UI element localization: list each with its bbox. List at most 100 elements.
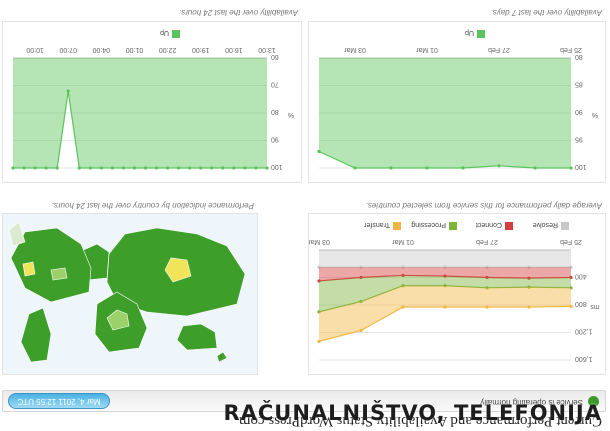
x-tick-label: 04:00 xyxy=(92,46,110,53)
map-panel xyxy=(2,213,258,375)
x-tick-label: 13:00 xyxy=(258,46,276,53)
series-line-up xyxy=(13,90,267,169)
y-tick-label: 80 xyxy=(271,108,279,115)
data-point xyxy=(88,166,92,170)
y-axis-label: % xyxy=(288,111,294,118)
data-point xyxy=(389,166,393,170)
x-tick-label: 19:00 xyxy=(192,46,210,53)
data-point xyxy=(527,276,531,280)
data-point xyxy=(527,305,531,309)
data-point xyxy=(353,166,357,170)
data-point xyxy=(199,166,203,170)
data-point xyxy=(11,166,15,170)
data-point xyxy=(66,89,70,93)
data-point xyxy=(77,166,81,170)
data-point xyxy=(177,166,181,170)
availability-7d-caption: Availability over the last 7 days. xyxy=(490,8,602,17)
availability-24h-panel: 60 70 80 90 100% 13:00 16:00 19:00 22:00 01:00 04:… xyxy=(2,21,302,183)
data-point xyxy=(154,166,159,170)
data-point xyxy=(210,166,214,170)
watermark: RAČUNALNIŠTVO, TELEFONIJA xyxy=(223,401,602,425)
legend-swatch xyxy=(172,30,180,38)
data-point xyxy=(497,164,501,168)
legend-label: Transfer xyxy=(364,221,390,228)
legend-item: Transfer xyxy=(364,221,401,230)
legend-item: Processing xyxy=(411,221,457,230)
series-area-processing xyxy=(319,275,571,312)
legend-label: Up xyxy=(160,29,169,36)
data-point xyxy=(188,166,192,170)
data-point xyxy=(110,166,114,170)
y-tick-label: 1,200 xyxy=(575,328,593,335)
data-point xyxy=(33,166,37,170)
legend-swatch xyxy=(561,222,569,230)
data-point xyxy=(461,166,465,170)
x-tick-label: 07:00 xyxy=(59,46,77,53)
legend-label: Up xyxy=(465,29,474,36)
data-point xyxy=(569,286,573,290)
legend-item: Up xyxy=(465,29,485,38)
y-axis-label: ms xyxy=(590,303,600,310)
data-point xyxy=(55,166,59,170)
y-tick-label: 800 xyxy=(575,300,587,307)
data-point xyxy=(243,166,247,170)
data-point xyxy=(317,279,321,283)
data-point xyxy=(569,304,573,308)
data-point xyxy=(359,299,363,304)
map-caption: Performance indication by country over t… xyxy=(51,201,254,210)
data-point xyxy=(132,166,137,170)
data-point xyxy=(254,166,258,170)
data-point xyxy=(359,328,363,333)
data-point xyxy=(569,265,573,269)
data-point xyxy=(569,275,573,280)
data-point xyxy=(99,166,103,170)
data-point xyxy=(401,284,405,288)
x-tick-label: 16:00 xyxy=(225,46,243,53)
data-point xyxy=(359,275,363,280)
data-point xyxy=(485,286,489,290)
legend-label: Connect xyxy=(476,221,502,228)
data-point xyxy=(443,274,447,278)
x-tick-label: 25 Feb xyxy=(560,238,582,245)
legend-label: Processing xyxy=(411,221,446,228)
performance-caption: Average daily performance for this servi… xyxy=(365,201,602,210)
data-point xyxy=(443,305,447,309)
x-tick-label: 27 Feb xyxy=(476,238,498,245)
series-area-resolve xyxy=(319,250,571,268)
data-point xyxy=(401,305,405,309)
series-area-up xyxy=(13,58,267,168)
data-point xyxy=(317,310,321,314)
x-tick-label: 25 Feb xyxy=(560,46,582,53)
legend-label: Resolve xyxy=(533,221,558,228)
series-line-up xyxy=(318,150,571,169)
data-point xyxy=(22,166,26,170)
data-point xyxy=(221,166,225,170)
data-point xyxy=(527,265,531,269)
date-button[interactable]: Mar 4, 2011 12:55 UTC xyxy=(8,393,110,409)
y-tick-label: 400 xyxy=(575,273,587,280)
y-axis-label: % xyxy=(592,111,598,118)
data-point xyxy=(443,265,447,269)
availability-7d-chart: 80 85 90 95 100% 25 Feb 27 Feb 01 Mar 03 Mar Up xyxy=(317,29,598,170)
data-point xyxy=(44,166,48,170)
data-point xyxy=(265,166,269,170)
data-point xyxy=(143,166,148,170)
y-tick-label: 1,600 xyxy=(575,355,593,362)
data-point xyxy=(527,285,531,289)
data-point xyxy=(317,149,321,154)
x-tick-label: 03 Mar xyxy=(343,46,365,53)
legend-item: Resolve xyxy=(533,221,569,230)
data-point xyxy=(166,166,170,170)
y-tick-label: 90 xyxy=(271,136,279,143)
data-point xyxy=(485,305,489,309)
legend-item: Up xyxy=(160,29,180,38)
data-point xyxy=(401,265,405,269)
legend-swatch xyxy=(505,222,513,230)
y-tick-label: 60 xyxy=(271,53,279,60)
x-tick-label: 10:00 xyxy=(26,46,44,53)
data-point xyxy=(232,166,236,170)
data-point xyxy=(443,284,447,288)
performance-chart: 400 800 1,200 1,600 ms 25 Feb 27 Feb 01 Mar 03 M… xyxy=(307,221,600,362)
availability-7d-panel: 80 85 90 95 100% 25 Feb 27 Feb 01 Mar 03 Mar Up xyxy=(308,21,606,183)
